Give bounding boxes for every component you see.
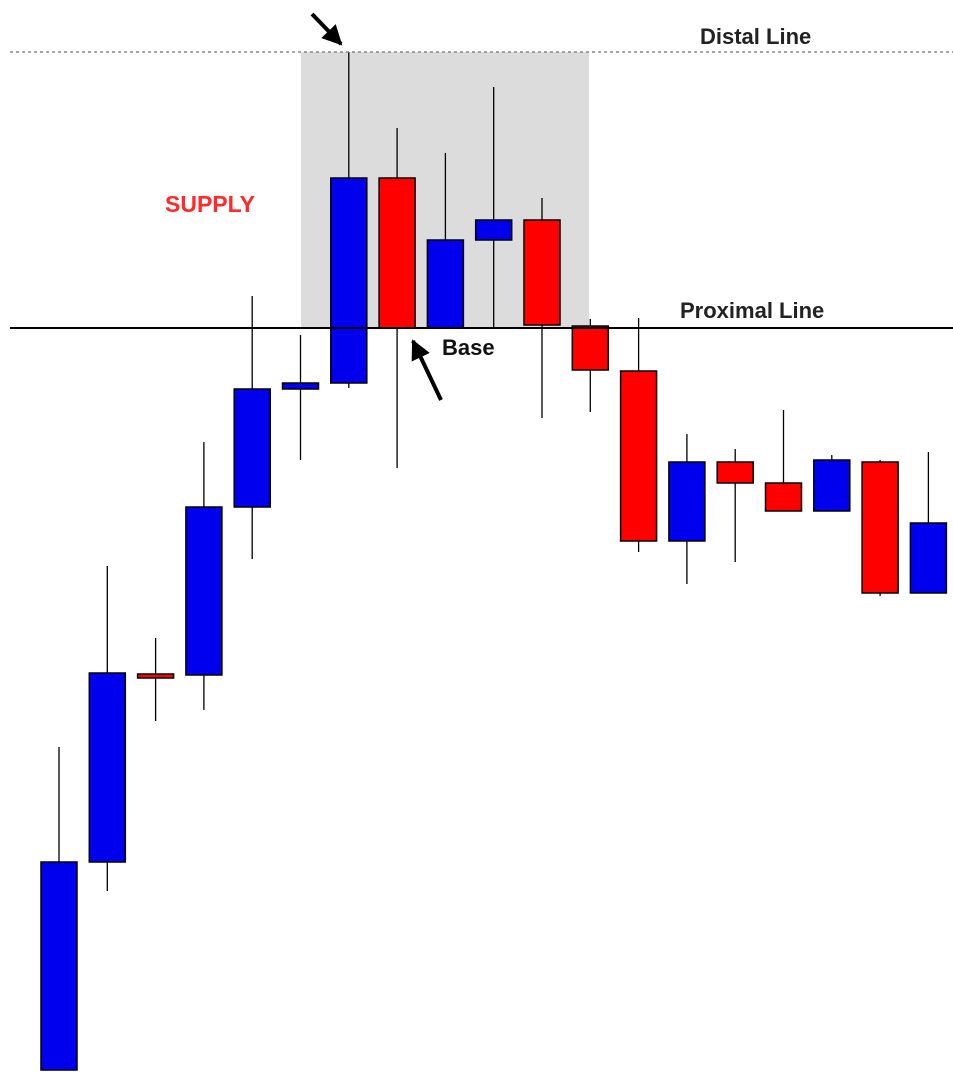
candle-body (136, 673, 175, 679)
candle-body (474, 219, 513, 241)
arrow (310, 12, 343, 46)
candle-body (281, 382, 320, 390)
candle-body (571, 325, 610, 371)
base-label: Base (442, 335, 495, 360)
candle-body (185, 506, 223, 676)
candle-body (40, 861, 78, 1071)
candle-body (233, 388, 271, 508)
candle-body (764, 482, 803, 512)
candle-body (909, 522, 948, 594)
candle-body (813, 459, 851, 512)
distal-label: Distal Line (700, 24, 811, 49)
candle-body (861, 461, 899, 594)
candle-body (88, 672, 127, 863)
candle-body (716, 461, 754, 484)
line-layer (10, 51, 953, 329)
proximal-label: Proximal Line (680, 298, 824, 323)
candle-body (330, 177, 368, 384)
arrow (411, 339, 443, 401)
candle-body (619, 370, 658, 542)
candle-layer (40, 52, 948, 1071)
candle-body (668, 461, 706, 542)
zone-label: SUPPLY (165, 191, 255, 217)
candle-body (426, 239, 465, 329)
candle-body (523, 219, 561, 326)
candle-body (378, 177, 416, 329)
